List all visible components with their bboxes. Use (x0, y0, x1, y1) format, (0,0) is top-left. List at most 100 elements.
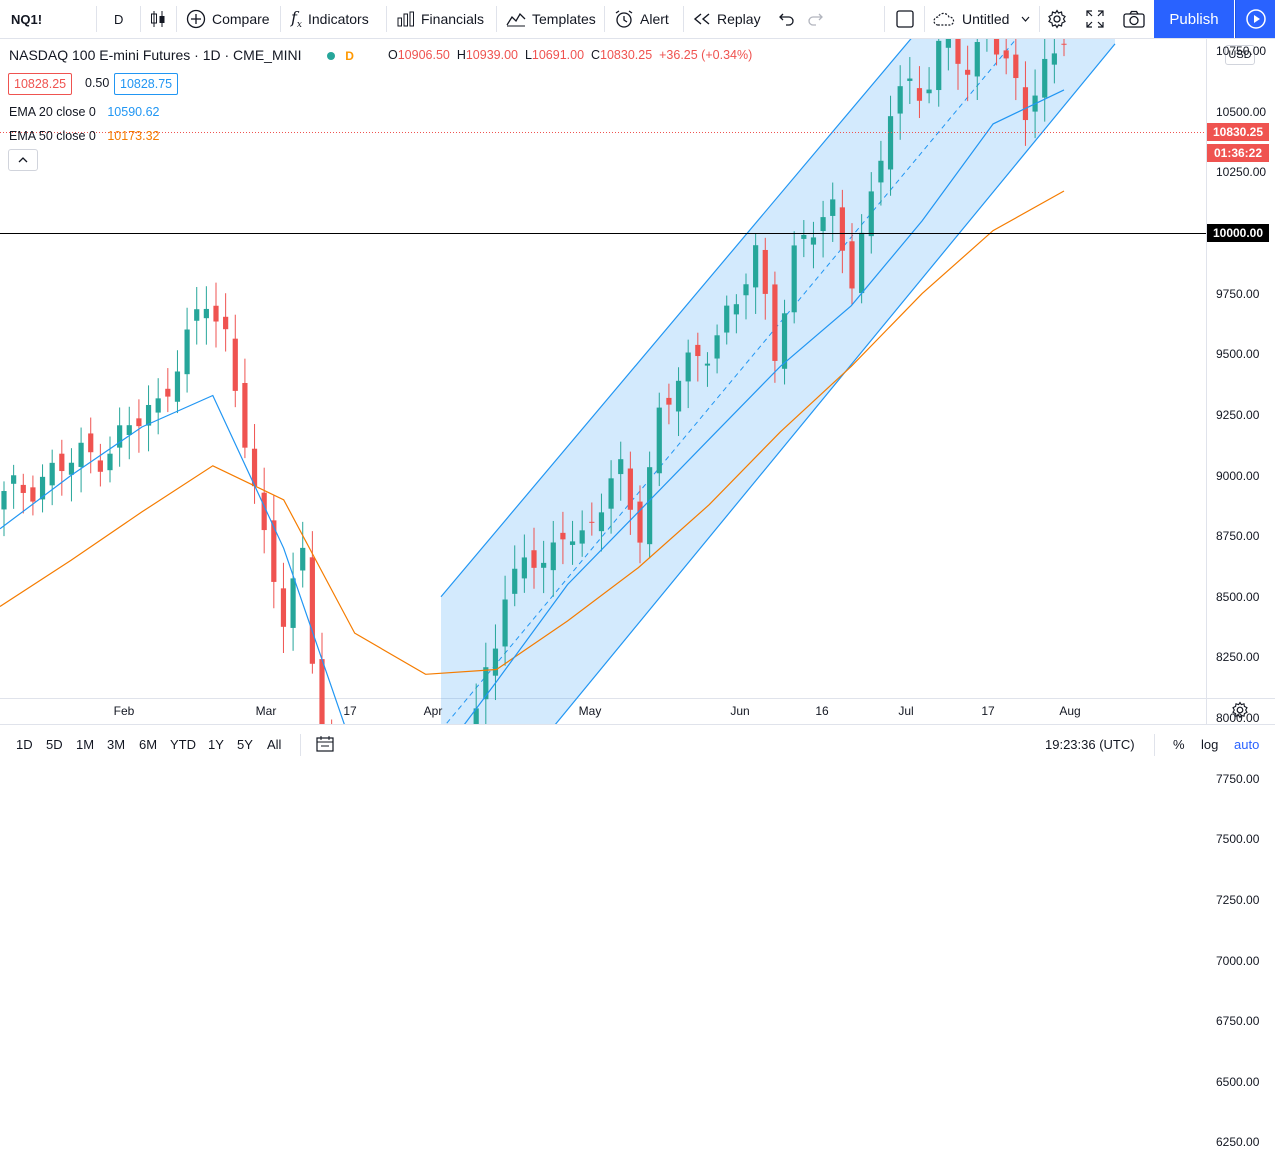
candle-body (145, 404, 152, 426)
price-tick-label: 9750.00 (1216, 286, 1260, 301)
candle-body (743, 284, 749, 296)
compare-button[interactable]: Compare (186, 0, 270, 38)
time-tick-label: Apr (423, 704, 443, 718)
chart-type-button[interactable] (150, 0, 166, 38)
range-5d[interactable]: 5D (46, 737, 63, 752)
range-3m[interactable]: 3M (107, 737, 126, 752)
candle-body (945, 39, 951, 48)
ema20-legend[interactable]: EMA 20 close 0 10590.62 (9, 105, 159, 119)
ema20-line (0, 89, 1065, 725)
candle-body (695, 344, 701, 357)
financials-button[interactable]: Financials (397, 0, 484, 38)
candle-body (88, 433, 94, 453)
candle-body (473, 708, 479, 725)
replay-button[interactable]: Replay (693, 0, 761, 38)
price-tick-label: 8250.00 (1216, 650, 1260, 665)
snapshot-button[interactable] (1123, 0, 1145, 38)
range-5y[interactable]: 5Y (237, 737, 253, 752)
candle-body (560, 532, 566, 540)
auto-toggle[interactable]: auto (1234, 737, 1260, 752)
divider (1154, 734, 1155, 756)
time-tick-label: 16 (815, 704, 829, 718)
templates-button[interactable]: Templates (506, 0, 596, 38)
ask-value: 10828.75 (120, 77, 173, 91)
symbol-search[interactable]: NQ1! (11, 0, 42, 38)
clock[interactable]: 19:23:36 (UTC) (1045, 737, 1135, 752)
currency-button[interactable]: USD (1225, 45, 1255, 65)
parallel-channel[interactable] (440, 39, 1116, 725)
symbol-legend[interactable]: NASDAQ 100 E-mini Futures · 1D · CME_MIN… (9, 47, 354, 63)
range-1d[interactable]: 1D (16, 737, 33, 752)
fullscreen-button[interactable] (1086, 0, 1104, 38)
price-tick-label: 9500.00 (1216, 347, 1260, 362)
candle-body (887, 116, 894, 170)
redo-icon (808, 13, 823, 26)
candle-body (714, 335, 720, 359)
percent-toggle[interactable]: % (1173, 737, 1185, 752)
candle-body (531, 550, 537, 568)
close-value: 10830.25 (600, 48, 653, 62)
chart-settings-button[interactable] (1231, 701, 1249, 724)
log-toggle[interactable]: log (1201, 737, 1219, 752)
candle-body (492, 648, 499, 676)
ohlc-values: O10906.50 H10939.00 L10691.00 C10830.25 … (388, 48, 752, 62)
range-6m[interactable]: 6M (139, 737, 158, 752)
layout-menu[interactable]: Untitled (932, 0, 1030, 38)
candle-body (165, 388, 171, 397)
candle-body (107, 453, 113, 471)
divider (884, 6, 885, 32)
time-tick-label: 17 (981, 704, 995, 718)
ema50-value: 10173.32 (107, 129, 160, 143)
collapse-legend-button[interactable] (8, 149, 38, 171)
sell-price-box[interactable]: 10828.25 (8, 73, 73, 95)
price-tick-label: 9000.00 (1216, 468, 1260, 483)
candles-icon (151, 11, 165, 27)
change-value: +36.25 (+0.34%) (659, 48, 753, 62)
fullscreen-toggle[interactable] (896, 0, 914, 38)
price-tick-label: 6500.00 (1216, 1074, 1260, 1089)
candle-body (59, 453, 65, 472)
settings-button[interactable] (1047, 0, 1067, 38)
range-1y[interactable]: 1Y (208, 737, 224, 752)
range-ytd[interactable]: YTD (170, 737, 196, 752)
channel-upper-line[interactable] (440, 39, 1115, 598)
candle-body (521, 557, 527, 579)
interval-button[interactable]: D (114, 0, 123, 38)
goto-date-button[interactable] (316, 736, 334, 757)
alert-button[interactable]: Alert (614, 0, 669, 38)
candle-body (675, 380, 682, 412)
candle-body (916, 88, 923, 101)
candle-body (724, 305, 730, 333)
channel-lower-line[interactable] (441, 43, 1116, 725)
spread-value: 0.50 (80, 73, 114, 93)
candle-body (203, 308, 209, 319)
candle-body (781, 313, 788, 369)
publish-button[interactable]: Publish (1154, 0, 1234, 38)
price-tick-label: 7750.00 (1216, 771, 1260, 786)
undo-button[interactable] (779, 0, 795, 38)
candle-body (97, 460, 103, 472)
price-tick-label: 7250.00 (1216, 892, 1260, 907)
price-chart[interactable] (0, 39, 1275, 725)
candle-body (319, 659, 325, 725)
range-all[interactable]: All (267, 737, 282, 752)
buy-price-box[interactable]: 10828.75 (114, 73, 179, 95)
last-price-badge: 10830.25 (1207, 123, 1269, 141)
candle-body (242, 382, 248, 448)
candle-body (878, 160, 884, 183)
compare-label: Compare (212, 11, 270, 27)
ema50-legend[interactable]: EMA 50 close 0 10173.32 (9, 129, 159, 143)
redo-button[interactable] (807, 0, 823, 38)
candle-body (213, 305, 219, 322)
templates-icon (506, 12, 526, 27)
candle-body (830, 199, 836, 216)
range-1m[interactable]: 1M (76, 737, 95, 752)
market-status-dot (327, 52, 336, 61)
candle-body (1061, 43, 1067, 45)
candle-body (820, 217, 826, 232)
bar-countdown: 01:36:22 (1207, 144, 1269, 162)
play-button[interactable] (1235, 0, 1275, 38)
ema50-line (0, 190, 1065, 675)
time-tick-label: Aug (1059, 704, 1081, 718)
indicators-button[interactable]: fx Indicators (291, 0, 369, 38)
